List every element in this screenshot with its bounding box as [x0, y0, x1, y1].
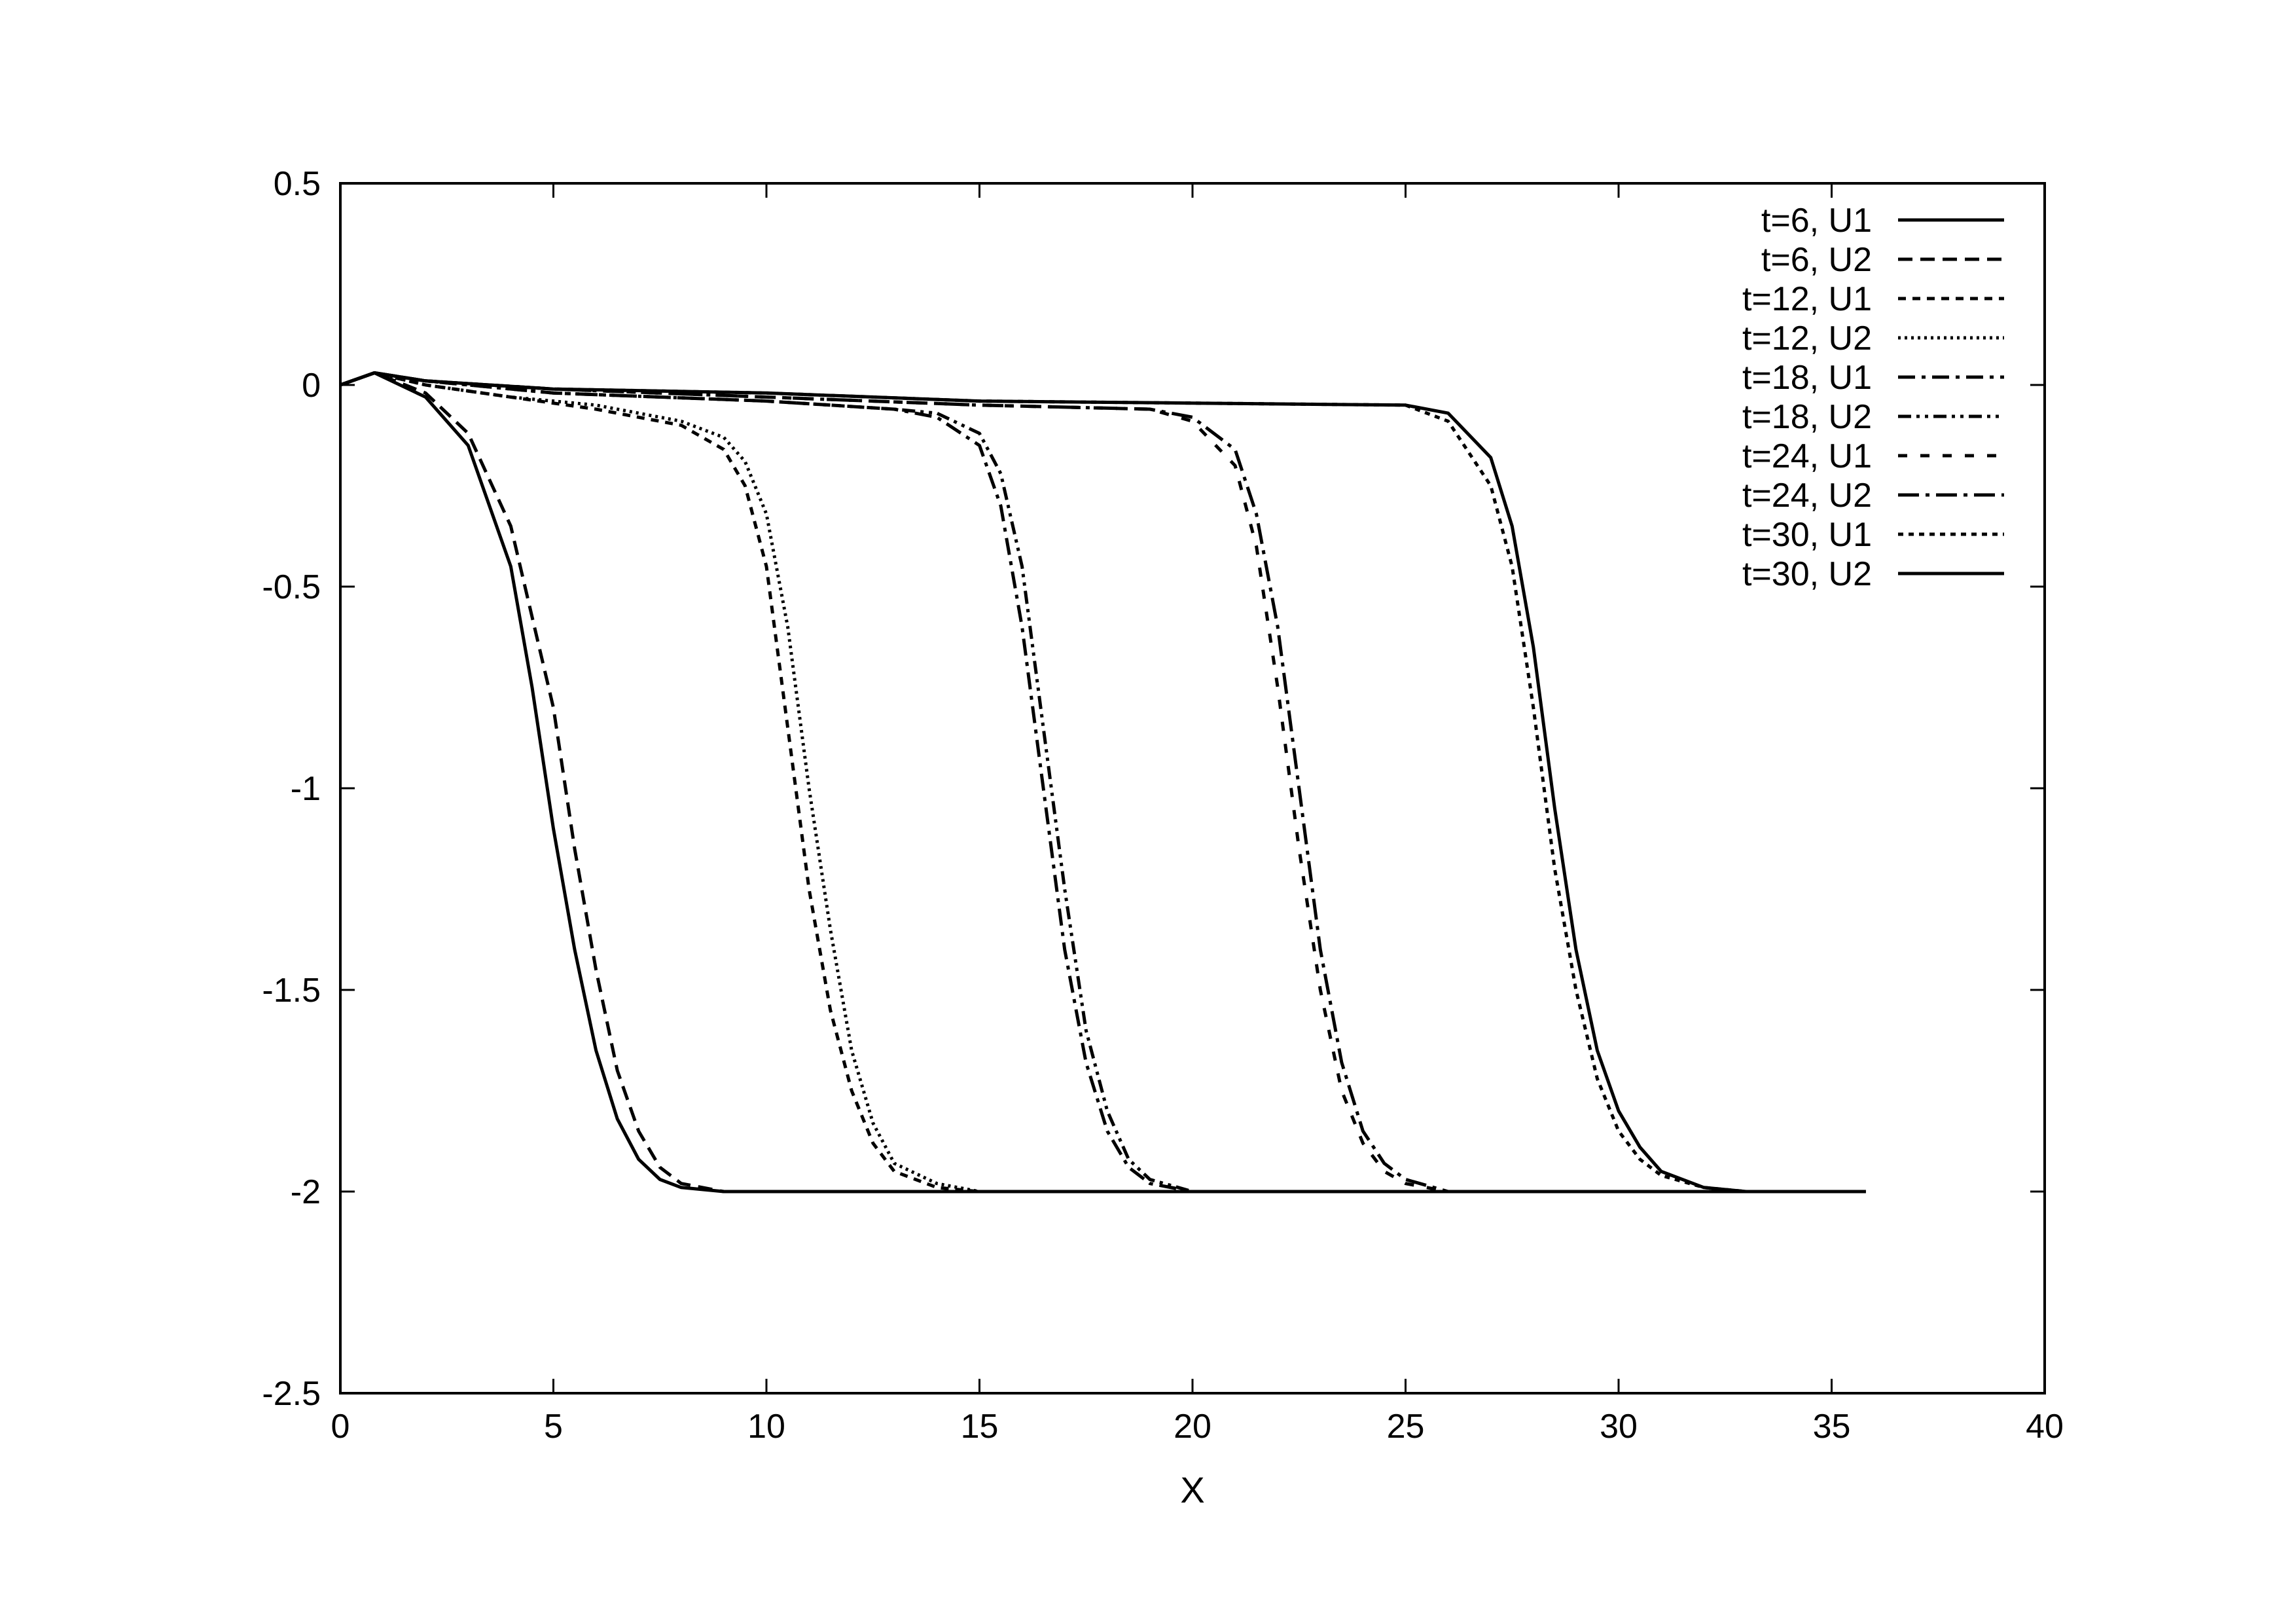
x-tick-label: 20 [1174, 1408, 1211, 1446]
y-tick-label: -0.5 [262, 568, 321, 606]
x-tick-label: 30 [1600, 1408, 1638, 1446]
y-tick-label: 0 [302, 367, 321, 405]
series-layer [340, 371, 1866, 1194]
legend-label: t=18, U2 [1742, 398, 1872, 436]
series-line-8 [340, 371, 1866, 1194]
x-tick-label: 15 [961, 1408, 999, 1446]
x-tick-label: 35 [1813, 1408, 1851, 1446]
y-tick-label: -1 [291, 770, 321, 808]
x-tick-label: 40 [2026, 1408, 2064, 1446]
legend: t=6, U1t=6, U2t=12, U1t=12, U2t=18, U1t=… [1742, 202, 2004, 593]
x-tick-label: 5 [544, 1408, 563, 1446]
series-line-6 [340, 371, 1866, 1194]
legend-label: t=6, U1 [1761, 202, 1872, 240]
x-tick-label: 25 [1387, 1408, 1425, 1446]
x-tick-label: 10 [747, 1408, 785, 1446]
legend-label: t=24, U1 [1742, 437, 1872, 475]
y-tick-label: 0.5 [274, 165, 321, 203]
y-tick-label: -2.5 [262, 1375, 321, 1413]
x-tick-label: 0 [331, 1408, 350, 1446]
series-line-10 [340, 371, 1866, 1194]
legend-label: t=6, U2 [1761, 241, 1872, 279]
y-tick-label: -2 [291, 1173, 321, 1211]
legend-label: t=24, U2 [1742, 477, 1872, 515]
plot-frame [339, 182, 2046, 1395]
x-axis-label: X [1180, 1469, 1204, 1510]
legend-label: t=12, U2 [1742, 319, 1872, 357]
y-tick-label: -1.5 [262, 972, 321, 1010]
legend-label: t=12, U1 [1742, 280, 1872, 318]
series-line-4 [340, 371, 1866, 1194]
ticks-layer: 0 5 10 15 20 25 30 35 40 0.5 0 -0.5 -1 -1.5 -2 -2.5 [262, 165, 2064, 1446]
legend-label: t=30, U2 [1742, 555, 1872, 593]
legend-label: t=30, U1 [1742, 516, 1872, 554]
legend-label: t=18, U1 [1742, 359, 1872, 397]
